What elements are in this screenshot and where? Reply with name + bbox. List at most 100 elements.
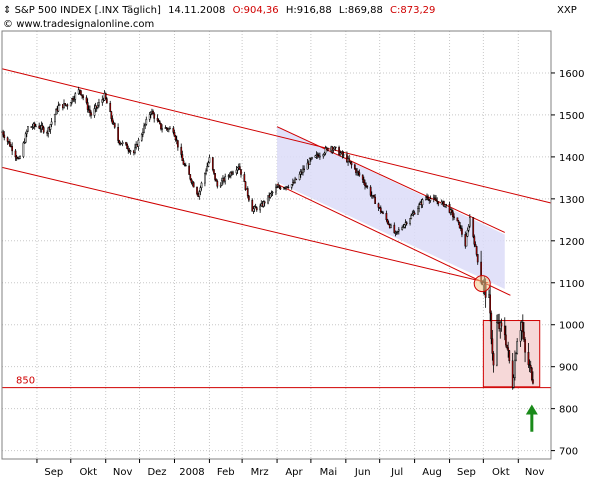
candle-body <box>491 338 494 354</box>
candle-body <box>381 211 383 213</box>
candle <box>489 284 491 322</box>
candle-body <box>127 148 130 151</box>
candle-body <box>82 95 85 98</box>
candle <box>113 122 116 129</box>
candle <box>403 223 406 229</box>
candle-body <box>213 169 215 174</box>
candle-body <box>57 105 60 112</box>
candle-body <box>104 92 107 99</box>
candle <box>86 98 89 113</box>
candle-body <box>436 200 438 202</box>
candle <box>55 108 57 115</box>
candle-body <box>326 147 329 151</box>
candle-body <box>290 184 293 188</box>
ohlc-open-label: O: <box>233 5 244 16</box>
candle <box>523 322 525 342</box>
candle-body <box>319 155 321 158</box>
candle <box>521 314 524 340</box>
candle <box>69 101 72 107</box>
candle <box>434 194 436 200</box>
candle-body <box>25 130 28 135</box>
candle-body <box>121 142 124 144</box>
candle-body <box>306 162 309 170</box>
trend-lines <box>1 68 552 389</box>
candle <box>418 202 420 213</box>
candle-body <box>38 125 41 129</box>
candle <box>490 310 493 345</box>
candle-body <box>366 185 369 188</box>
y-tick-label: 700 <box>559 447 578 458</box>
candle <box>263 200 266 207</box>
candle <box>324 145 327 156</box>
candle <box>409 218 411 226</box>
candle-body <box>142 131 144 135</box>
candle <box>511 353 514 390</box>
candle-body <box>295 178 298 181</box>
candle-body <box>196 186 198 195</box>
candle <box>181 150 184 161</box>
candle <box>105 97 108 104</box>
candle-body <box>244 181 247 190</box>
candle-body <box>110 111 113 119</box>
candle-body <box>236 167 239 171</box>
candle-body <box>418 204 420 209</box>
candle <box>208 154 211 164</box>
candle-body <box>443 201 445 207</box>
candle-body <box>50 121 53 125</box>
candle <box>240 169 242 178</box>
candle <box>385 210 388 222</box>
candle-body <box>2 131 4 136</box>
candle <box>71 97 73 105</box>
candle-body <box>342 154 345 156</box>
candle <box>148 111 151 122</box>
candle-body <box>77 89 80 94</box>
candle <box>393 222 396 234</box>
candle <box>180 143 183 158</box>
candle <box>214 172 216 182</box>
candle <box>435 195 437 202</box>
candle <box>366 185 369 189</box>
candle-body <box>255 207 258 211</box>
candle-body <box>385 212 388 221</box>
candle-body <box>500 322 503 327</box>
candle <box>134 143 136 155</box>
candle <box>78 89 81 95</box>
candle <box>165 126 168 131</box>
candle-body <box>90 112 92 116</box>
candle-body <box>374 196 376 204</box>
candle <box>183 162 186 167</box>
candle-body <box>314 155 317 158</box>
candle <box>350 161 353 169</box>
candle <box>287 184 290 189</box>
candle-body <box>529 365 532 369</box>
candle <box>23 138 26 144</box>
outer-channel-lower <box>1 166 488 284</box>
candle-body <box>275 186 277 193</box>
candle <box>93 104 96 118</box>
candle <box>298 171 301 181</box>
candle-body <box>248 195 250 201</box>
candle-body <box>169 127 171 130</box>
candle-body <box>387 222 390 225</box>
candle <box>248 195 250 203</box>
ohlc-low: L:869,88 <box>339 5 383 16</box>
candle-body <box>240 169 242 175</box>
candle-body <box>364 182 366 187</box>
candle-body <box>355 168 357 173</box>
candle-body <box>409 218 411 224</box>
candle-body <box>109 102 112 113</box>
candle-body <box>294 178 296 183</box>
candle <box>326 147 329 152</box>
candle-body <box>118 140 121 144</box>
candle-body <box>492 353 495 366</box>
candle <box>31 123 34 130</box>
candle-body <box>448 203 451 213</box>
candle <box>532 371 534 385</box>
candle <box>322 153 325 159</box>
candle <box>219 182 222 189</box>
candle <box>192 181 195 188</box>
candle <box>452 209 454 221</box>
candle <box>125 141 127 146</box>
candle <box>169 125 171 130</box>
inner-channel-lower <box>276 183 511 296</box>
